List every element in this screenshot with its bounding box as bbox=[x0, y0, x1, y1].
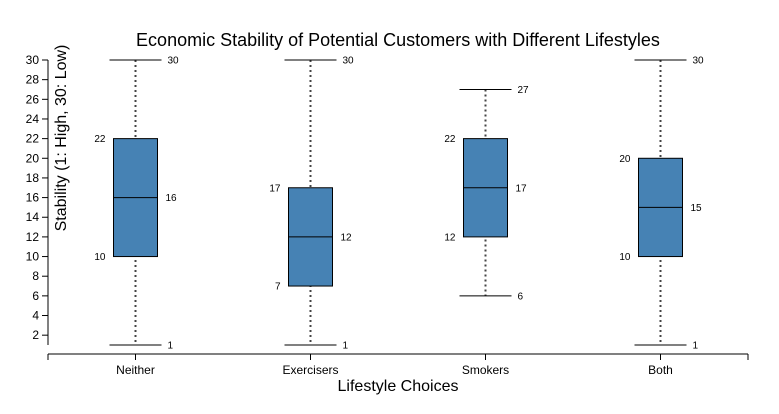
max-label: 27 bbox=[518, 85, 530, 96]
q1-label: 12 bbox=[444, 232, 456, 243]
max-label: 30 bbox=[168, 56, 180, 67]
q1-label: 7 bbox=[275, 282, 281, 293]
x-tick-label: Exercisers bbox=[282, 363, 338, 377]
median-label: 12 bbox=[341, 232, 353, 243]
box-neither: 30 1 16 22 10 bbox=[94, 56, 179, 352]
q3-label: 20 bbox=[619, 154, 631, 165]
y-tick-label: 8 bbox=[32, 269, 39, 283]
min-label: 6 bbox=[518, 291, 524, 302]
y-tick-label: 12 bbox=[26, 230, 40, 244]
x-axis: Neither Exercisers Smokers Both bbox=[47, 353, 749, 377]
median-label: 17 bbox=[516, 183, 528, 194]
y-axis-label: Stability (1: High, 30: Low) bbox=[53, 45, 70, 232]
y-tick-label: 16 bbox=[26, 191, 40, 205]
max-label: 30 bbox=[343, 56, 355, 67]
x-axis-label: Lifestyle Choices bbox=[338, 378, 459, 395]
box-both: 30 1 15 20 10 bbox=[619, 56, 704, 352]
min-label: 1 bbox=[343, 341, 349, 352]
q3-label: 17 bbox=[269, 183, 281, 194]
y-tick-label: 22 bbox=[26, 132, 40, 146]
x-tick-label: Both bbox=[648, 363, 673, 377]
y-tick-label: 2 bbox=[32, 328, 39, 342]
y-tick-label: 30 bbox=[26, 53, 40, 67]
x-tick-label: Neither bbox=[116, 363, 155, 377]
y-tick-label: 24 bbox=[26, 112, 40, 126]
x-tick-label: Smokers bbox=[462, 363, 509, 377]
min-label: 1 bbox=[693, 341, 699, 352]
boxes-group: 30 1 16 22 10 30 1 12 17 7 27 6 17 22 12 30 1 15 20 10 bbox=[94, 56, 704, 352]
chart-title: Economic Stability of Potential Customer… bbox=[136, 30, 660, 50]
y-tick-label: 20 bbox=[26, 151, 40, 165]
median-label: 15 bbox=[691, 203, 703, 214]
y-tick-label: 10 bbox=[26, 250, 40, 264]
y-tick-label: 4 bbox=[32, 309, 39, 323]
max-label: 30 bbox=[693, 56, 705, 67]
box-smokers: 27 6 17 22 12 bbox=[444, 85, 529, 302]
box-exercisers: 30 1 12 17 7 bbox=[269, 56, 354, 352]
min-label: 1 bbox=[168, 341, 174, 352]
y-tick-label: 14 bbox=[26, 210, 40, 224]
q1-label: 10 bbox=[94, 252, 106, 263]
median-label: 16 bbox=[166, 193, 178, 204]
y-tick-label: 18 bbox=[26, 171, 40, 185]
q3-label: 22 bbox=[444, 134, 456, 145]
y-tick-label: 28 bbox=[26, 73, 40, 87]
y-tick-label: 6 bbox=[32, 289, 39, 303]
q3-label: 22 bbox=[94, 134, 106, 145]
q1-label: 10 bbox=[619, 252, 631, 263]
y-tick-label: 26 bbox=[26, 92, 40, 106]
